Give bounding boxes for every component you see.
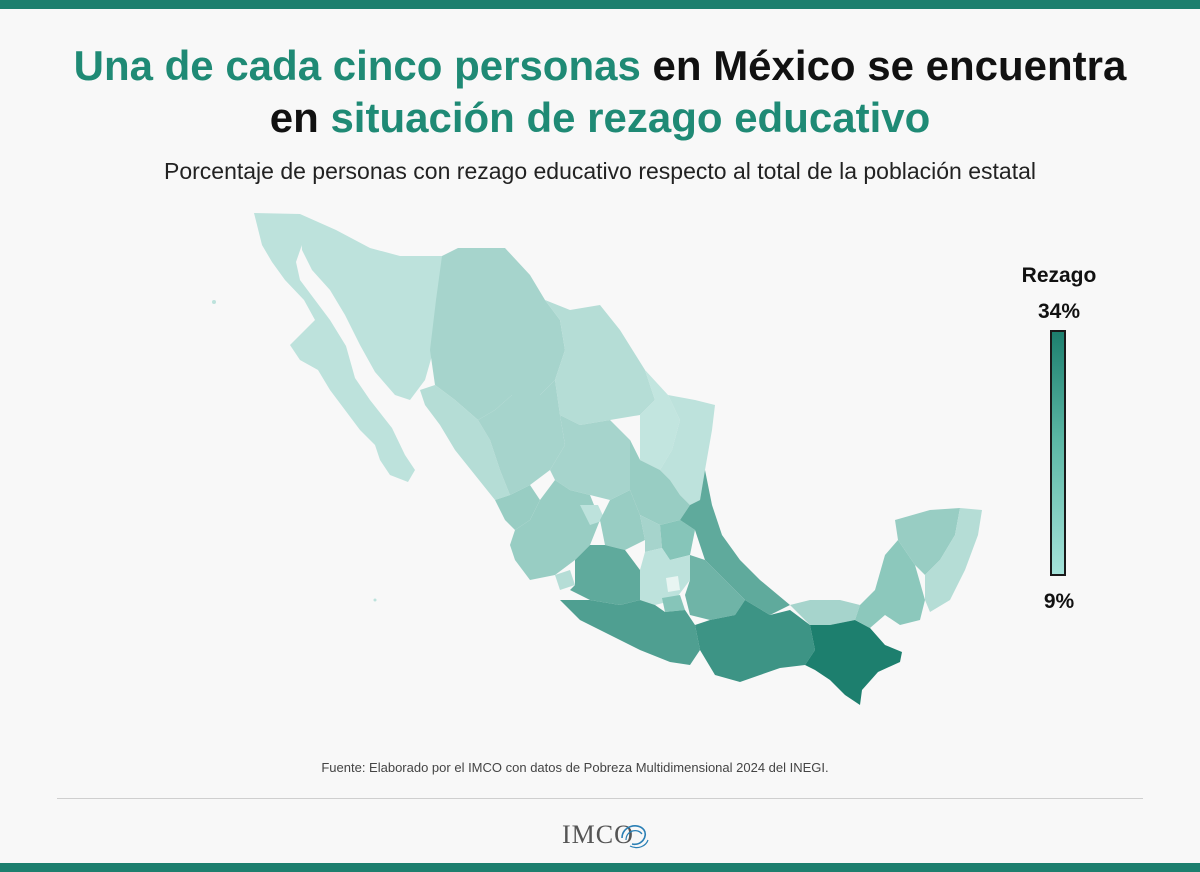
page-subtitle: Porcentaje de personas con rezago educat…	[163, 158, 1036, 184]
footer-divider	[57, 798, 1143, 799]
state-baja-california	[254, 213, 415, 482]
state-chiapas	[805, 620, 902, 705]
state-morelos	[662, 595, 685, 612]
state-campeche	[855, 540, 925, 628]
state-cdmx	[666, 576, 680, 592]
state-sonora	[300, 214, 444, 400]
state-quintana-roo	[925, 508, 982, 612]
state-chihuahua	[430, 248, 565, 420]
state-tamaulipas	[660, 395, 715, 505]
page-title: Una de cada cinco personas en México se …	[0, 40, 1200, 144]
mexico-choropleth-map	[212, 213, 982, 705]
state-coahuila	[545, 300, 655, 425]
legend-min-label: 9%	[1043, 590, 1075, 613]
state-yucatan	[895, 508, 960, 575]
title-highlight-1: Una de cada cinco personas	[73, 42, 641, 89]
state-oaxaca	[695, 600, 815, 682]
state-aguascalientes	[580, 505, 605, 525]
island-2	[373, 598, 377, 602]
state-durango	[478, 380, 565, 495]
state-nayarit	[495, 485, 540, 530]
state-estado-de-mexico	[640, 548, 690, 605]
title-text-1: en México se encuentra	[640, 42, 1127, 89]
state-guerrero	[560, 600, 700, 665]
state-colima	[555, 570, 575, 590]
imco-logo: IMCO	[540, 812, 660, 852]
source-note: Fuente: Elaborado por el IMCO con datos …	[321, 760, 829, 775]
top-bar	[0, 0, 1200, 9]
state-veracruz	[680, 470, 790, 615]
legend-color-bar	[1050, 330, 1066, 576]
state-zacatecas	[550, 415, 640, 500]
legend-title: Rezago	[1021, 264, 1097, 287]
title-highlight-2: situación de rezago educativo	[330, 94, 931, 141]
legend-max-label: 34%	[1037, 300, 1081, 323]
state-puebla	[685, 555, 745, 620]
title-text-2: en	[269, 94, 331, 141]
island-1	[212, 300, 216, 304]
state-tabasco	[790, 600, 860, 625]
state-jalisco	[510, 480, 600, 580]
state-guanajuato	[600, 490, 645, 550]
state-nuevo-leon	[640, 370, 680, 470]
logo-text: IMCO	[562, 820, 634, 849]
state-san-luis-potosi	[630, 440, 690, 525]
logo-swirl-icon	[621, 825, 649, 849]
bottom-bar	[0, 863, 1200, 872]
state-queretaro	[640, 515, 662, 552]
state-michoacan	[570, 545, 640, 605]
state-hidalgo	[660, 520, 695, 560]
state-sinaloa	[420, 385, 510, 500]
